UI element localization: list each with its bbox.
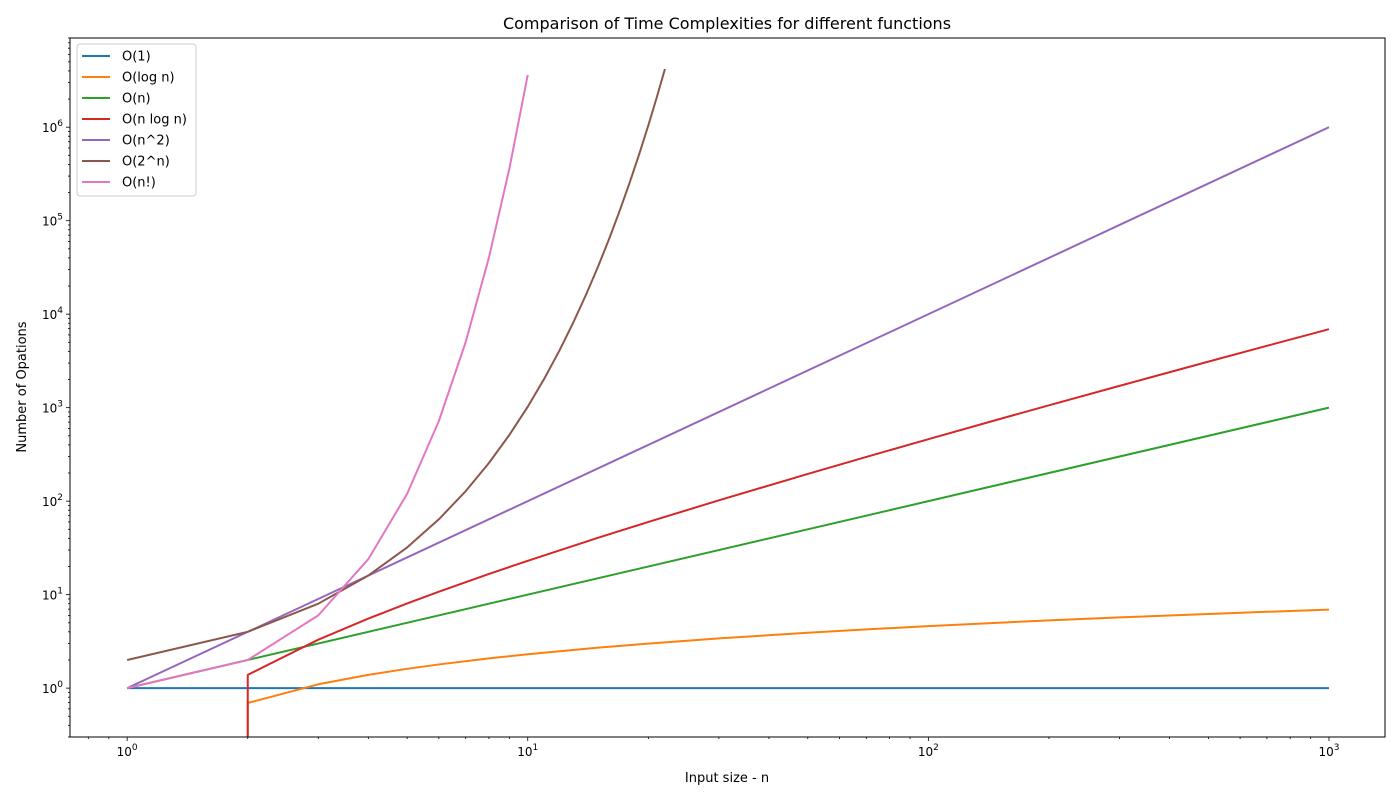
plot-lines: [126, 68, 1330, 737]
x-axis: 100 101 102 103: [87, 737, 1339, 759]
legend-label: O(n): [122, 92, 151, 107]
y-tick-label: 106: [42, 119, 63, 135]
series-line-4: [246, 328, 1330, 737]
plot-area-frame: [69, 37, 1386, 738]
y-axis-title: Number of Opations: [15, 321, 30, 452]
x-tick-label: 103: [1318, 743, 1339, 759]
chart-title: Comparison of Time Complexities for diff…: [503, 14, 951, 33]
y-tick-label: 104: [42, 306, 63, 322]
legend-label: O(n log n): [122, 113, 187, 128]
legend: O(1) O(log n) O(n) O(n log n) O(n^2) O(2^n) O(…: [76, 43, 197, 197]
legend-label: O(1): [122, 50, 151, 65]
y-tick-label: 103: [42, 400, 63, 416]
legend-box: [76, 43, 197, 197]
x-tick-label: 102: [918, 743, 939, 759]
legend-label: O(log n): [122, 71, 175, 86]
x-tick-label: 101: [517, 743, 538, 759]
series-line-3: [126, 406, 1330, 690]
series-line-6: [126, 68, 666, 661]
series-line-2: [246, 608, 1329, 737]
y-tick-label: 100: [42, 680, 63, 696]
y-tick-label: 102: [42, 493, 63, 509]
series-line-5: [126, 126, 1330, 690]
x-tick-label: 100: [117, 743, 138, 759]
y-axis: 100 101 102 103 104 105 106: [42, 37, 70, 738]
legend-label: O(n^2): [122, 134, 170, 149]
x-axis-title: Input size - n: [685, 771, 769, 786]
legend-label: O(n!): [122, 176, 156, 191]
y-tick-label: 101: [42, 587, 63, 603]
legend-label: O(2^n): [122, 155, 170, 170]
series-line-7: [126, 74, 529, 690]
y-tick-label: 105: [42, 213, 63, 229]
